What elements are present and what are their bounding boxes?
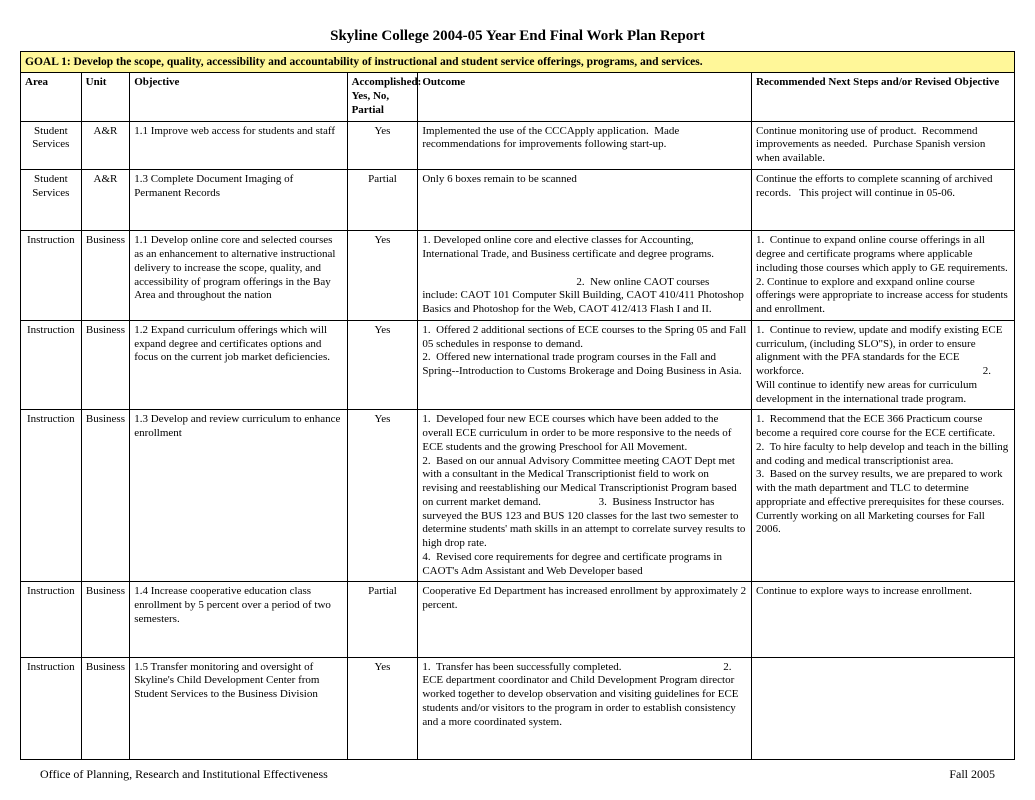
table-row: Student ServicesA&R1.1 Improve web acces… — [21, 121, 1015, 169]
cell-objective: 1.1 Improve web access for students and … — [130, 121, 347, 169]
cell-next: 1. Continue to review, update and modify… — [752, 320, 1015, 410]
footer-right: Fall 2005 — [949, 767, 995, 782]
cell-area: Instruction — [21, 582, 82, 657]
col-area: Area — [21, 73, 82, 121]
cell-outcome: 1. Offered 2 additional sections of ECE … — [418, 320, 752, 410]
header-row: Area Unit Objective Accomplished: Yes, N… — [21, 73, 1015, 121]
cell-next: Continue monitoring use of product. Reco… — [752, 121, 1015, 169]
footer-left: Office of Planning, Research and Institu… — [40, 767, 328, 782]
report-table: GOAL 1: Develop the scope, quality, acce… — [20, 51, 1015, 760]
cell-area: Instruction — [21, 410, 82, 582]
cell-outcome: Implemented the use of the CCCApply appl… — [418, 121, 752, 169]
cell-objective: 1.3 Complete Document Imaging of Permane… — [130, 169, 347, 231]
cell-area: Student Services — [21, 121, 82, 169]
cell-next: Continue to explore ways to increase enr… — [752, 582, 1015, 657]
table-row: InstructionBusiness1.4 Increase cooperat… — [21, 582, 1015, 657]
table-row: InstructionBusiness1.5 Transfer monitori… — [21, 657, 1015, 760]
goal-row: GOAL 1: Develop the scope, quality, acce… — [21, 52, 1015, 73]
cell-accomplished: Partial — [347, 169, 418, 231]
cell-outcome: 1. Developed four new ECE courses which … — [418, 410, 752, 582]
table-row: InstructionBusiness1.3 Develop and revie… — [21, 410, 1015, 582]
cell-area: Student Services — [21, 169, 82, 231]
cell-area: Instruction — [21, 231, 82, 321]
cell-accomplished: Yes — [347, 657, 418, 760]
cell-accomplished: Partial — [347, 582, 418, 657]
cell-next: 1. Recommend that the ECE 366 Practicum … — [752, 410, 1015, 582]
cell-accomplished: Yes — [347, 231, 418, 321]
page-footer: Office of Planning, Research and Institu… — [0, 767, 1035, 782]
cell-next — [752, 657, 1015, 760]
cell-unit: Business — [81, 657, 130, 760]
cell-accomplished: Yes — [347, 320, 418, 410]
col-outcome: Outcome — [418, 73, 752, 121]
cell-area: Instruction — [21, 320, 82, 410]
cell-accomplished: Yes — [347, 410, 418, 582]
cell-accomplished: Yes — [347, 121, 418, 169]
col-objective: Objective — [130, 73, 347, 121]
cell-next: Continue the efforts to complete scannin… — [752, 169, 1015, 231]
table-row: Student ServicesA&R1.3 Complete Document… — [21, 169, 1015, 231]
cell-objective: 1.5 Transfer monitoring and oversight of… — [130, 657, 347, 760]
cell-unit: A&R — [81, 121, 130, 169]
cell-unit: A&R — [81, 169, 130, 231]
cell-outcome: Only 6 boxes remain to be scanned — [418, 169, 752, 231]
cell-objective: 1.1 Develop online core and selected cou… — [130, 231, 347, 321]
cell-objective: 1.3 Develop and review curriculum to enh… — [130, 410, 347, 582]
col-unit: Unit — [81, 73, 130, 121]
cell-outcome: 1. Developed online core and elective cl… — [418, 231, 752, 321]
col-next: Recommended Next Steps and/or Revised Ob… — [752, 73, 1015, 121]
cell-unit: Business — [81, 582, 130, 657]
cell-unit: Business — [81, 320, 130, 410]
cell-next: 1. Continue to expand online course offe… — [752, 231, 1015, 321]
table-row: InstructionBusiness1.1 Develop online co… — [21, 231, 1015, 321]
cell-objective: 1.4 Increase cooperative education class… — [130, 582, 347, 657]
col-accomplished: Accomplished: Yes, No, Partial — [347, 73, 418, 121]
page-title: Skyline College 2004-05 Year End Final W… — [20, 28, 1015, 45]
cell-outcome: 1. Transfer has been successfully comple… — [418, 657, 752, 760]
cell-unit: Business — [81, 410, 130, 582]
cell-unit: Business — [81, 231, 130, 321]
cell-objective: 1.2 Expand curriculum offerings which wi… — [130, 320, 347, 410]
cell-area: Instruction — [21, 657, 82, 760]
cell-outcome: Cooperative Ed Department has increased … — [418, 582, 752, 657]
goal-text: GOAL 1: Develop the scope, quality, acce… — [21, 52, 1015, 73]
table-row: InstructionBusiness1.2 Expand curriculum… — [21, 320, 1015, 410]
